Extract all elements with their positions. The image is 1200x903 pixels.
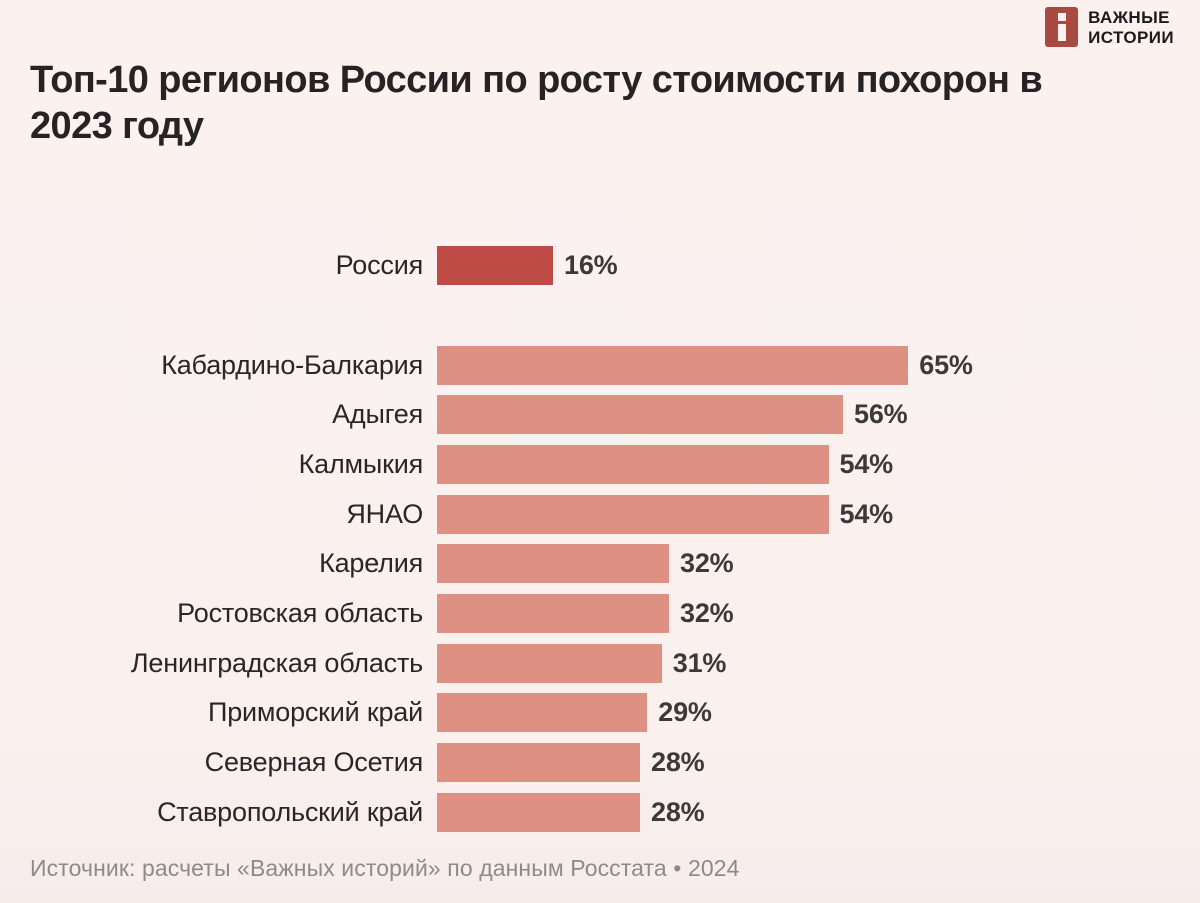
bar (437, 395, 843, 435)
value-label: 31% (672, 647, 727, 678)
logo-line-2: ИСТОРИИ (1088, 28, 1174, 48)
bar (437, 444, 829, 484)
chart-row: Приморский край 29% (0, 693, 1200, 733)
bar (437, 792, 640, 832)
bar (437, 593, 669, 633)
bar (437, 345, 909, 385)
logo-i-stem (1057, 24, 1066, 41)
category-label: Северная Осетия (204, 747, 424, 777)
bar-chart: Россия 16% Кабардино-Балкария 65% Адыгея… (0, 245, 1200, 842)
value-label: 65% (919, 349, 973, 380)
value-label: 54% (839, 498, 894, 529)
logo-i-dot (1057, 13, 1066, 21)
bar (437, 494, 829, 534)
value-label: 32% (680, 548, 734, 579)
value-label: 54% (839, 448, 894, 479)
category-label: Калмыкия (298, 448, 424, 479)
category-label: Ставропольский край (157, 796, 423, 827)
category-label: Россия (335, 249, 424, 280)
category-label: Карелия (319, 548, 423, 579)
chart-row: Ленинградская область 31% (0, 643, 1200, 683)
bar (437, 245, 553, 285)
category-label: ЯНАО (346, 498, 423, 529)
value-label: 28% (651, 796, 705, 827)
category-label: Адыгея (332, 399, 423, 430)
chart-row: Северная Осетия 28% (0, 743, 1200, 783)
chart-row: ЯНАО 54% (0, 494, 1200, 534)
category-label: Приморский край (207, 697, 423, 728)
important-stories-logo-icon (1045, 7, 1079, 47)
bar (437, 743, 640, 782)
value-label: 29% (658, 697, 712, 728)
chart-row: Карелия 32% (0, 544, 1200, 584)
value-label: 28% (651, 747, 705, 777)
bar (437, 643, 662, 683)
logo-line-1: ВАЖНЫЕ (1088, 8, 1170, 27)
chart-row: Ростовская область 32% (0, 593, 1200, 633)
source-note: Источник: расчеты «Важных историй» по да… (30, 855, 740, 881)
value-label: 16% (564, 249, 618, 280)
page-title: Топ-10 регионов России по росту стоимост… (30, 59, 1043, 148)
chart-row: Калмыкия 54% (0, 444, 1200, 484)
chart-row: Адыгея 56% (0, 395, 1200, 435)
chart-row-highlight: Россия 16% (0, 245, 1200, 285)
chart-row: Кабардино-Балкария 65% (0, 345, 1200, 385)
value-label: 56% (854, 399, 908, 430)
bar (437, 693, 648, 733)
logo-wordmark: ВАЖНЫЕ ИСТОРИИ (1088, 7, 1174, 48)
chart-row: Ставропольский край 28% (0, 792, 1200, 832)
bar (437, 544, 669, 584)
category-label: Кабардино-Балкария (161, 349, 423, 380)
category-label: Ленинградская область (130, 647, 423, 678)
category-label: Ростовская область (177, 597, 423, 628)
logo: ВАЖНЫЕ ИСТОРИИ (1045, 7, 1174, 48)
value-label: 32% (680, 597, 734, 628)
